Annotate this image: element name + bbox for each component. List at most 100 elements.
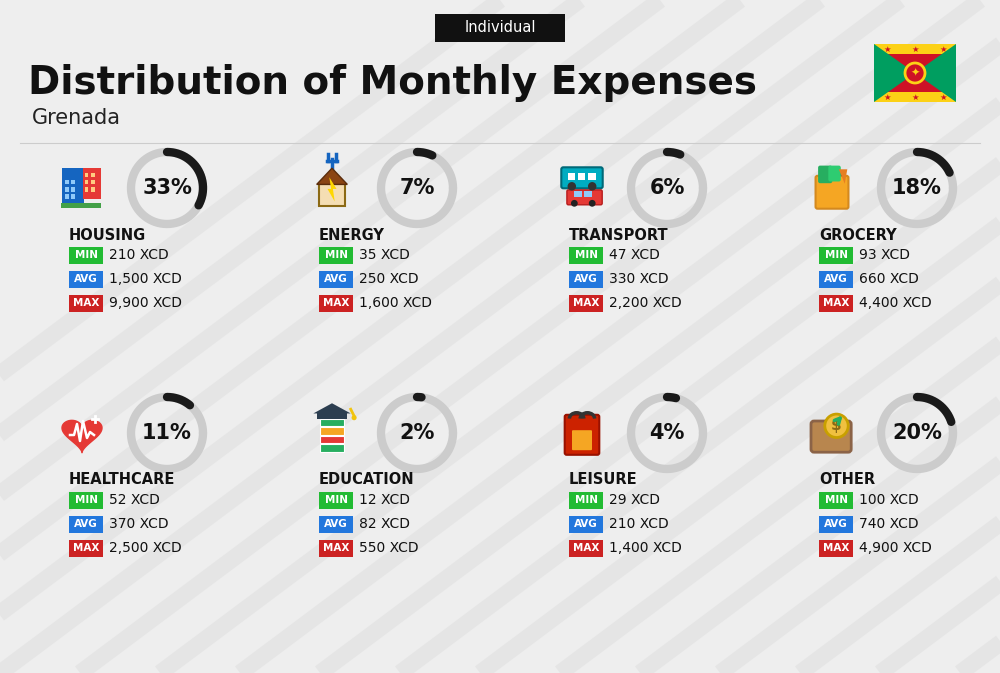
Text: 210 XCD: 210 XCD [609, 517, 669, 531]
Text: AVG: AVG [324, 274, 348, 284]
FancyBboxPatch shape [83, 168, 101, 199]
Text: 370 XCD: 370 XCD [109, 517, 169, 531]
Circle shape [825, 414, 848, 437]
FancyBboxPatch shape [561, 168, 603, 188]
FancyBboxPatch shape [320, 444, 344, 452]
FancyBboxPatch shape [569, 491, 603, 509]
FancyBboxPatch shape [85, 187, 88, 192]
Text: ★: ★ [911, 44, 919, 53]
Text: 1,600 XCD: 1,600 XCD [359, 296, 432, 310]
Text: 29 XCD: 29 XCD [609, 493, 660, 507]
FancyBboxPatch shape [574, 191, 582, 197]
Text: Grenada: Grenada [32, 108, 121, 128]
FancyBboxPatch shape [819, 491, 853, 509]
Text: MIN: MIN [824, 250, 848, 260]
FancyBboxPatch shape [62, 168, 84, 206]
FancyBboxPatch shape [319, 295, 353, 312]
Text: OTHER: OTHER [819, 472, 875, 487]
Text: $: $ [831, 419, 842, 433]
Text: MAX: MAX [823, 298, 849, 308]
FancyBboxPatch shape [319, 516, 353, 532]
FancyBboxPatch shape [65, 180, 68, 184]
FancyBboxPatch shape [588, 173, 596, 180]
Text: ★: ★ [939, 44, 947, 53]
FancyBboxPatch shape [320, 435, 344, 444]
Text: AVG: AVG [574, 274, 598, 284]
Text: MAX: MAX [73, 298, 99, 308]
FancyBboxPatch shape [819, 295, 853, 312]
Text: HEALTHCARE: HEALTHCARE [69, 472, 175, 487]
FancyBboxPatch shape [816, 176, 848, 209]
Text: 100 XCD: 100 XCD [859, 493, 919, 507]
Text: MIN: MIN [324, 495, 348, 505]
FancyBboxPatch shape [69, 540, 103, 557]
Circle shape [568, 182, 576, 190]
Text: 740 XCD: 740 XCD [859, 517, 919, 531]
Text: MAX: MAX [323, 543, 349, 553]
FancyBboxPatch shape [71, 180, 75, 184]
FancyBboxPatch shape [69, 491, 103, 509]
Text: ENERGY: ENERGY [319, 227, 385, 242]
Text: EDUCATION: EDUCATION [319, 472, 415, 487]
Text: 7%: 7% [399, 178, 435, 198]
FancyBboxPatch shape [69, 516, 103, 532]
FancyBboxPatch shape [569, 540, 603, 557]
Text: MIN: MIN [824, 495, 848, 505]
FancyBboxPatch shape [65, 187, 68, 192]
Text: ★: ★ [911, 92, 919, 102]
Circle shape [352, 415, 357, 420]
FancyBboxPatch shape [569, 516, 603, 532]
FancyBboxPatch shape [819, 540, 853, 557]
FancyBboxPatch shape [319, 271, 353, 287]
FancyBboxPatch shape [568, 173, 575, 180]
Text: AVG: AVG [74, 519, 98, 529]
Polygon shape [915, 44, 956, 102]
FancyBboxPatch shape [69, 246, 103, 264]
Text: HOUSING: HOUSING [69, 227, 146, 242]
Circle shape [588, 182, 596, 190]
Text: MAX: MAX [573, 298, 599, 308]
FancyBboxPatch shape [91, 187, 95, 192]
Text: 33%: 33% [142, 178, 192, 198]
Text: AVG: AVG [324, 519, 348, 529]
FancyBboxPatch shape [69, 295, 103, 312]
Text: GROCERY: GROCERY [819, 227, 897, 242]
Text: MAX: MAX [323, 298, 349, 308]
Circle shape [589, 200, 596, 207]
Text: AVG: AVG [824, 274, 848, 284]
FancyBboxPatch shape [569, 246, 603, 264]
Text: 52 XCD: 52 XCD [109, 493, 160, 507]
FancyBboxPatch shape [828, 166, 841, 182]
Text: 4,400 XCD: 4,400 XCD [859, 296, 932, 310]
Text: 250 XCD: 250 XCD [359, 272, 419, 286]
Text: 330 XCD: 330 XCD [609, 272, 669, 286]
FancyBboxPatch shape [811, 421, 851, 452]
Polygon shape [62, 421, 102, 452]
Text: 660 XCD: 660 XCD [859, 272, 919, 286]
FancyBboxPatch shape [569, 271, 603, 287]
Text: 4,900 XCD: 4,900 XCD [859, 541, 932, 555]
FancyBboxPatch shape [819, 246, 853, 264]
Text: Individual: Individual [464, 20, 536, 36]
Text: ✦: ✦ [910, 68, 920, 78]
FancyBboxPatch shape [319, 184, 345, 206]
Text: 93 XCD: 93 XCD [859, 248, 910, 262]
FancyBboxPatch shape [65, 194, 68, 199]
Text: 210 XCD: 210 XCD [109, 248, 169, 262]
FancyBboxPatch shape [319, 246, 353, 264]
FancyBboxPatch shape [567, 190, 602, 205]
FancyBboxPatch shape [319, 491, 353, 509]
Text: MAX: MAX [73, 543, 99, 553]
Text: 35 XCD: 35 XCD [359, 248, 410, 262]
Text: AVG: AVG [824, 519, 848, 529]
FancyBboxPatch shape [71, 187, 75, 192]
Text: MIN: MIN [74, 495, 98, 505]
Text: 18%: 18% [892, 178, 942, 198]
FancyBboxPatch shape [91, 180, 95, 184]
FancyBboxPatch shape [61, 203, 101, 208]
Text: AVG: AVG [74, 274, 98, 284]
FancyBboxPatch shape [69, 271, 103, 287]
Text: 2,500 XCD: 2,500 XCD [109, 541, 182, 555]
FancyBboxPatch shape [874, 44, 956, 54]
FancyBboxPatch shape [819, 271, 853, 287]
